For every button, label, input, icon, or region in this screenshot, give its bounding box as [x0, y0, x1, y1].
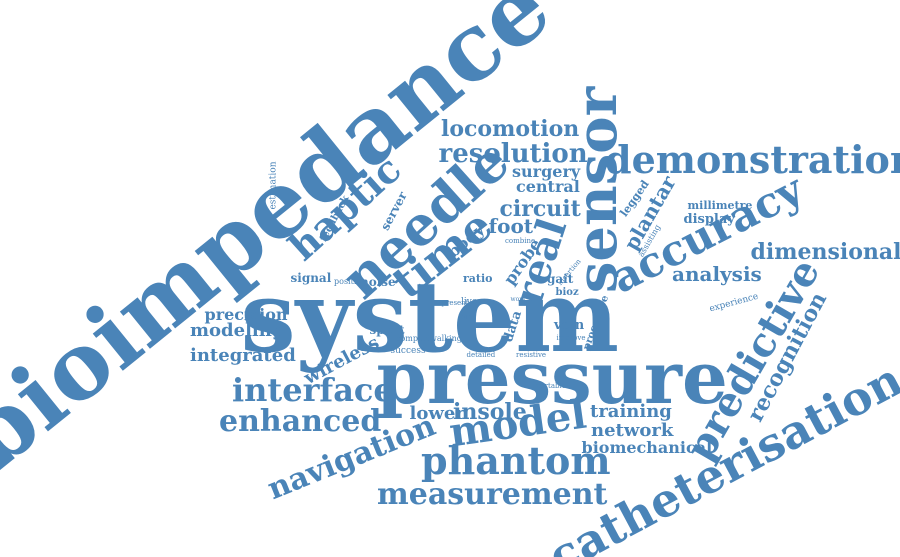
- word-noise: noise: [360, 275, 396, 289]
- word-foot: foot: [488, 214, 534, 238]
- word-walking: walking: [430, 334, 462, 343]
- word-portable: portable: [536, 381, 566, 390]
- word-lower: lower: [409, 403, 465, 424]
- word-biomechanical: biomechanical: [581, 438, 713, 457]
- word-bioz: bioz: [555, 287, 579, 298]
- word-live: live: [461, 296, 478, 307]
- word-modeling: modeling: [190, 320, 285, 341]
- word-present: present: [441, 298, 469, 307]
- word-success: success: [390, 345, 426, 356]
- word-resistive: resistive: [516, 350, 547, 359]
- word-analysis: analysis: [672, 262, 762, 286]
- word-resolution: resolution: [438, 139, 588, 169]
- word-sport: sport: [369, 323, 405, 337]
- word-signal: signal: [290, 271, 332, 285]
- word-insole: insole: [453, 399, 527, 425]
- word-dimensional: dimensional: [750, 239, 900, 265]
- word-ratio: ratio: [463, 271, 493, 285]
- word-locomotion: locomotion: [441, 116, 580, 142]
- word-surgery: surgery: [512, 162, 581, 181]
- word-precision: precision: [204, 305, 288, 324]
- word-detailed: detailed: [466, 350, 496, 359]
- word-measurement: measurement: [377, 477, 608, 512]
- word-experience: experience: [708, 291, 760, 314]
- word-training: training: [590, 401, 672, 422]
- word-work: work: [510, 296, 526, 303]
- word-display: display: [683, 211, 735, 227]
- word-interface: interface: [232, 371, 394, 409]
- word-circuit: circuit: [499, 196, 581, 222]
- word-joint: joint: [459, 312, 475, 321]
- word-phantom: phantom: [421, 438, 611, 483]
- word-system: system: [240, 260, 620, 375]
- word-estimation: estimation: [268, 160, 279, 210]
- word-integrated: integrated: [190, 345, 296, 366]
- word-position: position: [334, 277, 367, 286]
- word-combine: combine: [505, 236, 536, 245]
- word-enhanced: enhanced: [219, 404, 382, 439]
- word-gait: gait: [547, 272, 574, 286]
- word-compact: compact: [396, 334, 431, 343]
- word-demonstration: demonstration: [605, 137, 900, 182]
- word-central: central: [516, 177, 580, 196]
- word-vein: vein: [554, 317, 585, 333]
- word-millimetre: millimetre: [687, 198, 753, 212]
- word-pressure: pressure: [376, 335, 728, 420]
- word-network: network: [591, 420, 674, 441]
- word-improve: improve: [556, 333, 586, 342]
